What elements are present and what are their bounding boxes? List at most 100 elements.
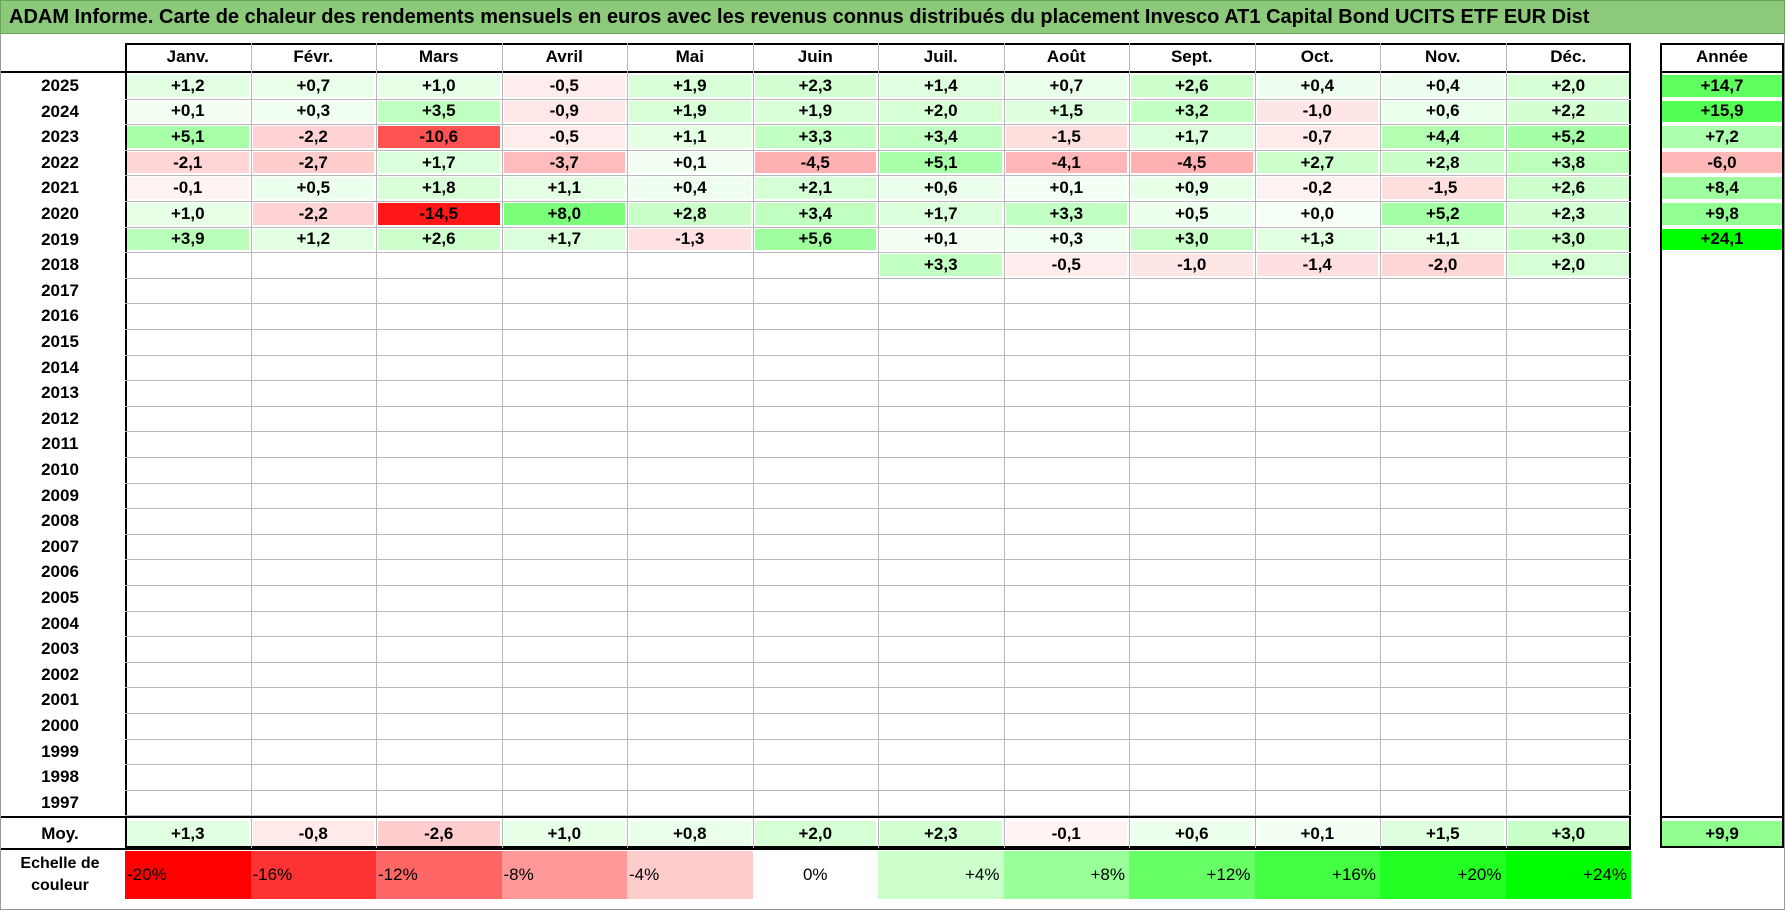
month-header: Mai xyxy=(675,47,704,66)
heatmap-cell xyxy=(1005,484,1127,507)
heatmap-cell xyxy=(754,791,876,814)
heatmap-cell xyxy=(1131,766,1253,788)
heatmap-cell xyxy=(378,689,500,711)
heatmap-cell xyxy=(1382,484,1504,507)
heatmap-cell xyxy=(629,331,751,353)
heatmap-cell xyxy=(1005,715,1127,737)
heatmap-cell xyxy=(252,510,374,532)
heatmap-cell: +0,1 xyxy=(127,100,249,123)
heatmap-cell: +0,3 xyxy=(1005,228,1127,251)
heatmap-cell xyxy=(127,510,249,532)
heatmap-cell: +3,5 xyxy=(378,100,500,123)
heatmap-cell xyxy=(1256,382,1378,404)
heatmap-cell xyxy=(252,484,374,507)
average-annual-cell: +9,9 xyxy=(1662,821,1782,847)
heatmap-cell: +1,1 xyxy=(1382,228,1504,251)
annual-cell: +7,2 xyxy=(1662,126,1782,148)
year-label: 2003 xyxy=(41,639,79,659)
annual-cell xyxy=(1662,587,1782,609)
heatmap-cell xyxy=(880,766,1002,788)
heatmap-cell: +5,2 xyxy=(1382,203,1504,225)
annual-cell xyxy=(1662,561,1782,583)
heatmap-cell xyxy=(252,689,374,711)
heatmap-cell: +2,3 xyxy=(754,75,876,97)
heatmap-cell xyxy=(1256,459,1378,481)
heatmap-cell xyxy=(1507,407,1629,430)
year-label: 2009 xyxy=(41,485,79,505)
heatmap-cell xyxy=(1382,407,1504,430)
heatmap-cell: +1,2 xyxy=(252,228,374,251)
heatmap-cell xyxy=(503,331,625,353)
heatmap-cell xyxy=(1256,612,1378,635)
heatmap-cell xyxy=(1256,356,1378,379)
heatmap-cell: +4,4 xyxy=(1382,126,1504,148)
heatmap-cell: +2,0 xyxy=(1507,254,1629,276)
heatmap-cell xyxy=(629,254,751,276)
heatmap-cell xyxy=(252,561,374,583)
heatmap-cell xyxy=(127,663,249,686)
color-scale-swatch: -4% xyxy=(627,851,753,899)
year-label: 2004 xyxy=(41,613,79,633)
heatmap-cell xyxy=(880,638,1002,660)
heatmap-cell: +1,3 xyxy=(1256,228,1378,251)
average-cell: -0,1 xyxy=(1005,821,1127,847)
heatmap-cell xyxy=(629,407,751,430)
heatmap-cell: -1,0 xyxy=(1256,100,1378,123)
heatmap-cell xyxy=(754,254,876,276)
heatmap-cell xyxy=(1507,331,1629,353)
heatmap-cell xyxy=(1005,331,1127,353)
color-scale-swatch: 0% xyxy=(752,851,878,899)
heatmap-cell xyxy=(252,382,374,404)
heatmap-cell: +0,4 xyxy=(1256,75,1378,97)
heatmap-cell xyxy=(880,356,1002,379)
heatmap-cell xyxy=(1131,612,1253,635)
heatmap-cell xyxy=(629,587,751,609)
heatmap-cell xyxy=(1382,612,1504,635)
heatmap-cell xyxy=(1005,740,1127,763)
annual-cell xyxy=(1662,715,1782,737)
heatmap-cell xyxy=(1507,356,1629,379)
heatmap-cell xyxy=(1256,638,1378,660)
heatmap-cell xyxy=(629,689,751,711)
heatmap-cell: +2,8 xyxy=(629,203,751,225)
heatmap-cell xyxy=(1507,459,1629,481)
heatmap-cell: +0,6 xyxy=(1382,100,1504,123)
average-cell: +2,0 xyxy=(754,821,876,847)
heatmap-cell xyxy=(252,535,374,558)
annual-cell: +15,9 xyxy=(1662,100,1782,123)
heatmap-cell: +1,7 xyxy=(1131,126,1253,148)
heatmap-cell: -2,2 xyxy=(252,203,374,225)
heatmap-cell xyxy=(1382,382,1504,404)
heatmap-cell xyxy=(127,279,249,302)
heatmap-cell xyxy=(503,561,625,583)
average-label: Moy. xyxy=(41,824,79,844)
heatmap-cell: +2,6 xyxy=(1131,75,1253,97)
heatmap-cell xyxy=(629,510,751,532)
heatmap-cell: +3,0 xyxy=(1507,228,1629,251)
heatmap-cell xyxy=(503,766,625,788)
page-frame xyxy=(0,34,1785,910)
heatmap-cell: -2,0 xyxy=(1382,254,1504,276)
annual-cell: +9,8 xyxy=(1662,203,1782,225)
heatmap-cell xyxy=(503,715,625,737)
heatmap-cell xyxy=(1382,305,1504,327)
heatmap-cell xyxy=(1256,663,1378,686)
heatmap-cell xyxy=(127,689,249,711)
average-separator xyxy=(0,816,1631,819)
year-label: 2006 xyxy=(41,562,79,582)
heatmap-cell xyxy=(378,356,500,379)
heatmap-cell xyxy=(1507,740,1629,763)
year-label: 2019 xyxy=(41,229,79,249)
heatmap-cell xyxy=(378,510,500,532)
heatmap-cell xyxy=(629,305,751,327)
annual-cell xyxy=(1662,766,1782,788)
heatmap-cell xyxy=(503,612,625,635)
heatmap-cell xyxy=(127,407,249,430)
heatmap-cell: +0,4 xyxy=(1382,75,1504,97)
heatmap-cell xyxy=(127,331,249,353)
heatmap-cell: +3,3 xyxy=(880,254,1002,276)
year-label: 1997 xyxy=(41,792,79,812)
heatmap-cell xyxy=(127,484,249,507)
year-label: 2002 xyxy=(41,664,79,684)
annual-cell xyxy=(1662,459,1782,481)
